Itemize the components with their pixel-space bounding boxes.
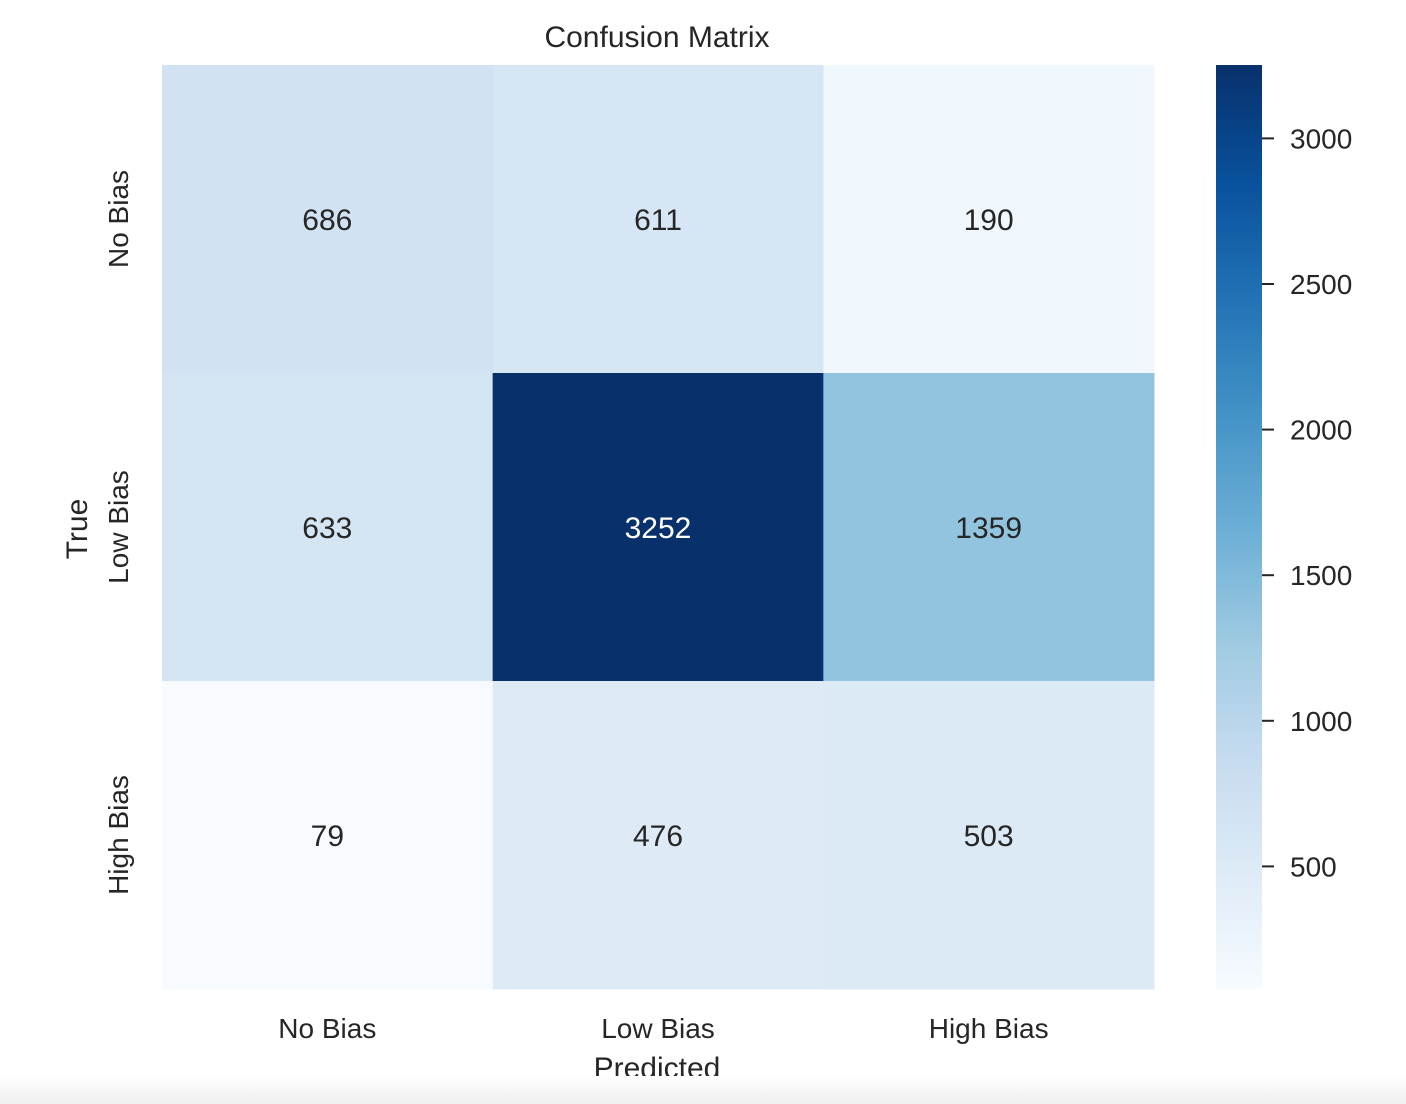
- colorbar-tick-label: 1500: [1290, 560, 1352, 591]
- cell-value-label: 611: [634, 204, 682, 237]
- colorbar-tick-label: 500: [1290, 851, 1337, 882]
- y-tick-label: High Bias: [103, 775, 134, 895]
- x-tick-label: High Bias: [929, 1013, 1049, 1044]
- x-tick-label: No Bias: [278, 1013, 376, 1044]
- heatmap-cell: [162, 373, 494, 682]
- cell-value-label: 1359: [955, 512, 1022, 545]
- heatmap-cell: [823, 681, 1155, 990]
- colorbar-tick-label: 2000: [1290, 415, 1352, 446]
- heatmap-cells: 686 611 190 633 3252 1359 79 476 503: [162, 65, 1155, 990]
- x-tick-label: Low Bias: [601, 1013, 715, 1044]
- heatmap-cell: [492, 65, 824, 374]
- colorbar: 500 1000 1500 2000 2500 3000: [1216, 65, 1352, 989]
- cell-value-label: 686: [302, 204, 352, 237]
- heatmap-cell: [823, 65, 1155, 374]
- cell-value-label: 476: [633, 820, 683, 853]
- y-axis-label: True: [61, 499, 94, 560]
- y-tick-label: No Bias: [103, 170, 134, 268]
- chart-title: Confusion Matrix: [544, 21, 769, 54]
- cell-value-label: 190: [964, 204, 1014, 237]
- y-tick-labels: No Bias Low Bias High Bias: [103, 170, 134, 895]
- heatmap-cell: [162, 681, 494, 990]
- colorbar-gradient-bar: [1216, 65, 1262, 989]
- bottom-edge-shadow: [0, 1076, 1406, 1104]
- x-tick-labels: No Bias Low Bias High Bias: [278, 1013, 1048, 1044]
- heatmap-cell: [492, 681, 824, 990]
- heatmap-cell: [162, 65, 494, 374]
- heatmap-cell: [823, 373, 1155, 682]
- colorbar-tick-label: 3000: [1290, 123, 1352, 154]
- colorbar-tick-label: 1000: [1290, 706, 1352, 737]
- heatmap-cell: [492, 373, 824, 682]
- cell-value-label: 79: [311, 820, 344, 853]
- cell-value-label: 503: [964, 820, 1014, 853]
- cell-value-label: 3252: [625, 512, 692, 545]
- y-tick-label: Low Bias: [103, 470, 134, 584]
- cell-value-label: 633: [302, 512, 352, 545]
- colorbar-tick-label: 2500: [1290, 269, 1352, 300]
